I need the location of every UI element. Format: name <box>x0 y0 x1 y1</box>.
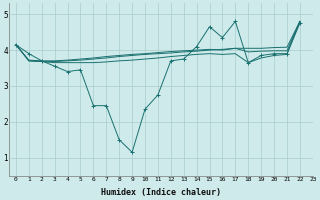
X-axis label: Humidex (Indice chaleur): Humidex (Indice chaleur) <box>101 188 221 197</box>
